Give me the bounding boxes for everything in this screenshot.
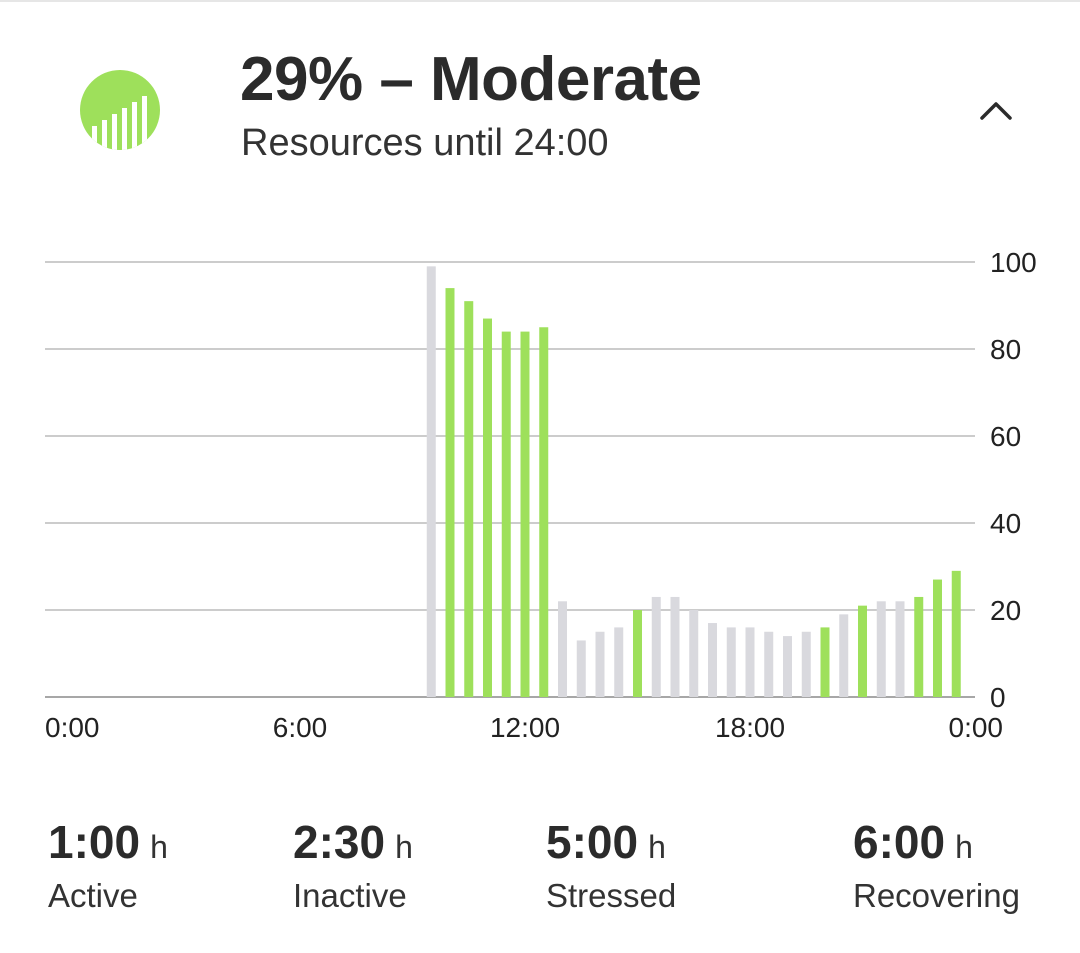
bar-22-30	[914, 596, 924, 697]
bar-20-00	[820, 627, 830, 697]
bar-13-00	[558, 601, 567, 697]
stat-label: Stressed	[546, 877, 677, 914]
top-divider	[0, 0, 1080, 2]
bar-14-00	[595, 631, 605, 697]
chevron-up-icon[interactable]	[972, 88, 1020, 136]
resources-bar-chart: 0 20 40 60 80 100 0:00 6:00 12:00 18:00 0:00	[45, 247, 1037, 743]
bar-16-30	[689, 610, 699, 697]
bar-21-30	[876, 601, 886, 697]
bar-12-00	[520, 331, 530, 697]
stat-active: 1:00 h Active	[48, 815, 168, 915]
bar-10-00	[445, 288, 455, 697]
x-tick-label: 6:00	[273, 712, 328, 743]
bar-11-00	[483, 318, 492, 697]
stat-value: 6:00	[853, 816, 946, 868]
bar-15-00	[633, 610, 642, 697]
x-tick-label: 0:00	[949, 712, 1004, 743]
stat-label: Inactive	[293, 877, 407, 914]
stat-value: 1:00	[48, 816, 141, 868]
stat-stressed: 5:00 h Stressed	[546, 815, 676, 915]
bar-19-00	[783, 636, 792, 697]
y-tick-label: 20	[990, 595, 1021, 626]
y-tick-label: 60	[990, 421, 1021, 452]
bar-14-30	[614, 627, 624, 697]
y-tick-label: 40	[990, 508, 1021, 539]
stat-value: 5:00	[546, 816, 639, 868]
bar-16-00	[670, 596, 680, 697]
bar-17-00	[708, 623, 717, 697]
bar-22-00	[895, 601, 905, 697]
bar-9-30	[426, 266, 436, 697]
x-tick-label: 0:00	[45, 712, 100, 743]
stat-unit: h	[648, 829, 666, 865]
bar-19-30	[801, 631, 811, 697]
page-title: 29% – Moderate	[240, 45, 702, 114]
y-tick-label: 100	[990, 247, 1037, 278]
bar-18-30	[764, 631, 774, 697]
bar-23-30	[951, 570, 961, 697]
bar-11-30	[501, 331, 511, 697]
stat-recovering: 6:00 h Recovering	[853, 815, 1020, 915]
stat-inactive: 2:30 h Inactive	[293, 815, 413, 915]
bar-13-30	[576, 640, 586, 697]
bar-20-30	[839, 614, 849, 697]
x-tick-label: 12:00	[490, 712, 560, 743]
x-tick-label: 18:00	[715, 712, 785, 743]
stats-row: 1:00 h Active 2:30 h Inactive 5:00 h Stress…	[0, 815, 1080, 935]
stat-label: Recovering	[853, 877, 1020, 914]
bar-17-30	[726, 627, 736, 697]
bar-18-00	[745, 627, 755, 697]
bar-15-30	[651, 596, 661, 697]
stat-label: Active	[48, 877, 138, 914]
y-tick-label: 0	[990, 682, 1006, 713]
stat-value: 2:30	[293, 816, 386, 868]
bar-21-00	[858, 605, 867, 697]
bar-23-00	[933, 579, 942, 697]
bar-10-30	[464, 301, 474, 697]
stat-unit: h	[150, 829, 168, 865]
y-tick-label: 80	[990, 334, 1021, 365]
resources-gauge-icon	[80, 70, 160, 150]
page-subtitle: Resources until 24:00	[241, 122, 609, 164]
stat-unit: h	[955, 829, 973, 865]
bar-12-30	[539, 327, 549, 697]
stat-unit: h	[395, 829, 413, 865]
